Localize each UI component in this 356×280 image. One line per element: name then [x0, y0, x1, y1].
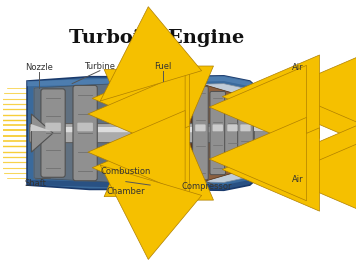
Polygon shape: [34, 84, 115, 183]
Polygon shape: [27, 164, 267, 190]
Circle shape: [145, 84, 155, 94]
Polygon shape: [31, 114, 53, 152]
Text: Air: Air: [292, 63, 303, 73]
FancyBboxPatch shape: [73, 85, 97, 181]
Text: Shaft: Shaft: [25, 179, 47, 188]
Text: Combustion: Combustion: [101, 167, 151, 176]
FancyBboxPatch shape: [213, 124, 223, 131]
Circle shape: [171, 84, 181, 94]
Text: Nozzle: Nozzle: [25, 63, 53, 73]
Polygon shape: [117, 80, 189, 104]
Text: Compressor: Compressor: [181, 182, 232, 191]
Polygon shape: [117, 162, 189, 186]
Polygon shape: [115, 81, 192, 185]
FancyBboxPatch shape: [225, 97, 240, 169]
FancyBboxPatch shape: [30, 123, 280, 143]
Text: Fuel: Fuel: [155, 62, 172, 71]
FancyBboxPatch shape: [210, 92, 226, 175]
FancyBboxPatch shape: [193, 86, 208, 180]
Polygon shape: [254, 124, 278, 131]
Polygon shape: [34, 84, 265, 183]
Polygon shape: [192, 81, 263, 185]
FancyBboxPatch shape: [240, 124, 251, 131]
Polygon shape: [27, 76, 280, 190]
Polygon shape: [31, 124, 51, 131]
FancyBboxPatch shape: [45, 123, 61, 131]
Text: Chamber: Chamber: [106, 187, 145, 196]
Circle shape: [145, 172, 155, 183]
Text: Turbojet Engine: Turbojet Engine: [69, 29, 245, 47]
Text: Turbine: Turbine: [84, 62, 115, 71]
Circle shape: [171, 172, 181, 183]
Circle shape: [126, 172, 136, 183]
FancyBboxPatch shape: [77, 123, 93, 131]
Circle shape: [126, 84, 136, 94]
FancyBboxPatch shape: [31, 127, 279, 132]
Polygon shape: [27, 76, 267, 102]
Text: Air: Air: [292, 175, 303, 184]
FancyBboxPatch shape: [238, 104, 253, 162]
FancyBboxPatch shape: [227, 124, 238, 131]
Polygon shape: [254, 109, 280, 157]
FancyBboxPatch shape: [195, 124, 206, 131]
FancyBboxPatch shape: [41, 89, 65, 177]
